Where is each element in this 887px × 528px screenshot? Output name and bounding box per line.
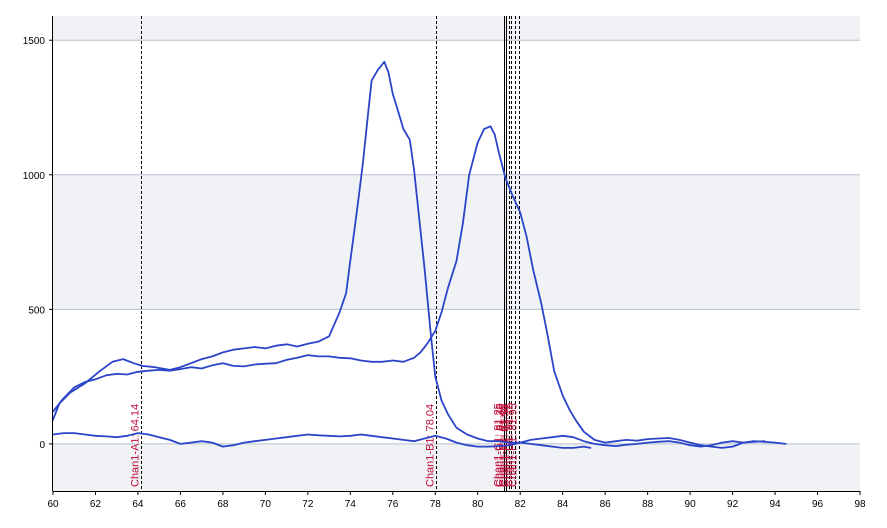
y-axis-ticks: 0 500 1000 1500 — [23, 36, 53, 451]
x-tick-label: 76 — [387, 499, 399, 510]
x-tick-label: 72 — [302, 499, 314, 510]
x-tick-label: 64 — [132, 499, 144, 510]
x-tick-label: 78 — [430, 499, 442, 510]
x-tick-label: 86 — [600, 499, 612, 510]
y-tick-label: 1500 — [23, 36, 46, 47]
x-tick-label: 70 — [260, 499, 272, 510]
background-band — [53, 16, 860, 40]
x-tick-label: 62 — [90, 499, 102, 510]
x-tick-label: 60 — [47, 499, 59, 510]
y-tick-label: 1000 — [23, 171, 46, 182]
x-tick-label: 98 — [854, 499, 866, 510]
plot-background-bands — [53, 16, 860, 491]
marker-label: Chan1-A1: 64.14 — [130, 404, 142, 487]
x-tick-label: 88 — [642, 499, 654, 510]
x-tick-label: 90 — [685, 499, 697, 510]
x-tick-label: 96 — [812, 499, 824, 510]
y-tick-label: 500 — [28, 305, 45, 316]
background-band — [53, 175, 860, 310]
x-tick-label: 74 — [345, 499, 357, 510]
x-tick-label: 68 — [217, 499, 229, 510]
x-tick-label: 82 — [515, 499, 527, 510]
marker-label: Chan1-B1: 78.04 — [425, 404, 437, 487]
x-tick-label: 94 — [769, 499, 781, 510]
background-band — [53, 444, 860, 491]
x-tick-label: 92 — [727, 499, 739, 510]
y-tick-label: 0 — [39, 440, 45, 451]
x-axis-ticks: 60 62 64 66 68 70 72 74 76 78 80 82 84 86 88 90 92 94 96 98 — [47, 491, 866, 510]
x-tick-label: 84 — [557, 499, 569, 510]
x-tick-label: 66 — [175, 499, 187, 510]
x-tick-label: 80 — [472, 499, 484, 510]
